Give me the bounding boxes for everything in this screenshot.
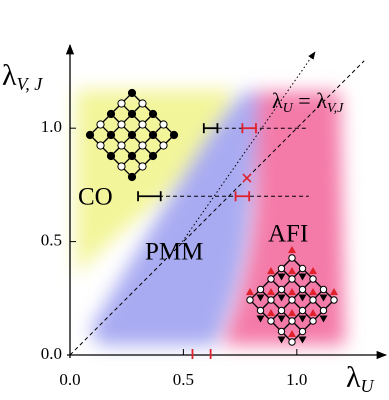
x-axis-label: λU bbox=[346, 361, 375, 396]
lattice-site bbox=[309, 296, 317, 304]
lattice-site bbox=[330, 296, 338, 304]
diagonal-line bbox=[69, 60, 365, 356]
lattice-site bbox=[319, 306, 328, 315]
spin-arrow bbox=[288, 267, 296, 274]
spin-arrow bbox=[288, 330, 296, 337]
lattice-site bbox=[277, 285, 286, 294]
lattice-site bbox=[138, 99, 147, 108]
y-tick-label: 1.0 bbox=[41, 117, 62, 136]
spin-arrow bbox=[298, 294, 307, 302]
lattice-site bbox=[85, 130, 95, 140]
lattice-site bbox=[148, 109, 158, 119]
error-bar bbox=[137, 191, 162, 202]
lattice-site bbox=[267, 317, 275, 325]
lattice-site bbox=[117, 162, 126, 171]
lattice-site bbox=[96, 141, 105, 150]
lattice-site bbox=[117, 99, 126, 108]
spin-arrow bbox=[277, 273, 286, 281]
spin-arrow bbox=[288, 309, 296, 316]
spin-arrow bbox=[309, 267, 317, 274]
spin-arrow bbox=[277, 294, 286, 302]
lattice-site bbox=[138, 141, 147, 150]
spin-arrow bbox=[298, 336, 307, 344]
lattice-site bbox=[277, 264, 286, 273]
spin-arrow bbox=[288, 288, 296, 295]
lattice-site bbox=[288, 296, 296, 304]
y-axis-label: λV, J bbox=[2, 59, 43, 94]
spin-arrow bbox=[288, 246, 296, 253]
lattice-site bbox=[96, 120, 105, 129]
lattice-site bbox=[106, 109, 116, 119]
lattice-site bbox=[256, 285, 265, 294]
lattice-site bbox=[298, 285, 307, 294]
lattice-site bbox=[298, 306, 307, 315]
lattice-site bbox=[288, 317, 296, 325]
region-label: PMM bbox=[145, 239, 203, 266]
spin-arrow bbox=[267, 309, 275, 316]
lattice-site bbox=[169, 130, 179, 140]
lattice-site bbox=[138, 120, 147, 129]
lattice-site bbox=[106, 151, 116, 161]
lattice-site bbox=[159, 120, 168, 129]
spin-arrow bbox=[330, 288, 338, 295]
spin-arrow bbox=[298, 273, 307, 281]
lattice-site bbox=[298, 264, 307, 273]
spin-arrow bbox=[256, 294, 265, 302]
transition-point bbox=[242, 173, 252, 183]
x-tick-label: 1.0 bbox=[286, 370, 307, 389]
error-bar bbox=[241, 123, 257, 134]
spin-arrow bbox=[309, 288, 317, 295]
lattice-site bbox=[277, 327, 286, 336]
lattice-site bbox=[117, 120, 126, 129]
direction-arrow bbox=[179, 51, 316, 246]
lattice-site bbox=[127, 109, 137, 119]
lattice-site bbox=[106, 130, 116, 140]
y-tick-label: 0.0 bbox=[41, 344, 62, 363]
spin-arrow bbox=[319, 315, 328, 323]
lattice-site bbox=[138, 162, 147, 171]
spin-arrow bbox=[277, 336, 286, 344]
error-bar bbox=[234, 191, 251, 202]
lattice-site bbox=[127, 172, 137, 182]
y-tick-label: 0.5 bbox=[41, 231, 62, 250]
spin-arrow bbox=[319, 294, 328, 302]
lattice-site bbox=[277, 306, 286, 315]
lattice-site bbox=[267, 275, 275, 283]
spin-arrow bbox=[298, 315, 307, 323]
x-tick-label: 0.5 bbox=[173, 370, 194, 389]
region-label: AFI bbox=[268, 221, 308, 248]
lattice-site bbox=[309, 317, 317, 325]
lattice-site bbox=[127, 151, 137, 161]
lattice-insets bbox=[85, 88, 338, 346]
spin-arrow bbox=[246, 288, 254, 295]
region-label: CO bbox=[78, 184, 113, 211]
lattice-site bbox=[288, 275, 296, 283]
x-tick-label: 0.0 bbox=[59, 370, 80, 389]
lattice-site bbox=[288, 254, 296, 262]
spin-arrow bbox=[256, 315, 265, 323]
spin-arrow bbox=[267, 267, 275, 274]
lattice-site bbox=[148, 130, 158, 140]
lattice-site bbox=[127, 130, 137, 140]
lattice-site bbox=[298, 327, 307, 336]
spin-arrow bbox=[277, 315, 286, 323]
lattice-site bbox=[117, 141, 126, 150]
lattice-site bbox=[159, 141, 168, 150]
lattice-site bbox=[319, 285, 328, 294]
lattice-site bbox=[309, 275, 317, 283]
lattice-site bbox=[127, 88, 137, 98]
co-region bbox=[76, 90, 235, 275]
lattice-site bbox=[148, 151, 158, 161]
lattice-site bbox=[288, 338, 296, 346]
spin-arrow bbox=[309, 309, 317, 316]
lattice-site bbox=[256, 306, 265, 315]
diagonal-label: λU = λV,J bbox=[272, 88, 344, 116]
lattice-site bbox=[267, 296, 275, 304]
pmm-region bbox=[90, 92, 262, 345]
lattice-site bbox=[246, 296, 254, 304]
spin-arrow bbox=[267, 288, 275, 295]
error-bar bbox=[202, 123, 219, 134]
